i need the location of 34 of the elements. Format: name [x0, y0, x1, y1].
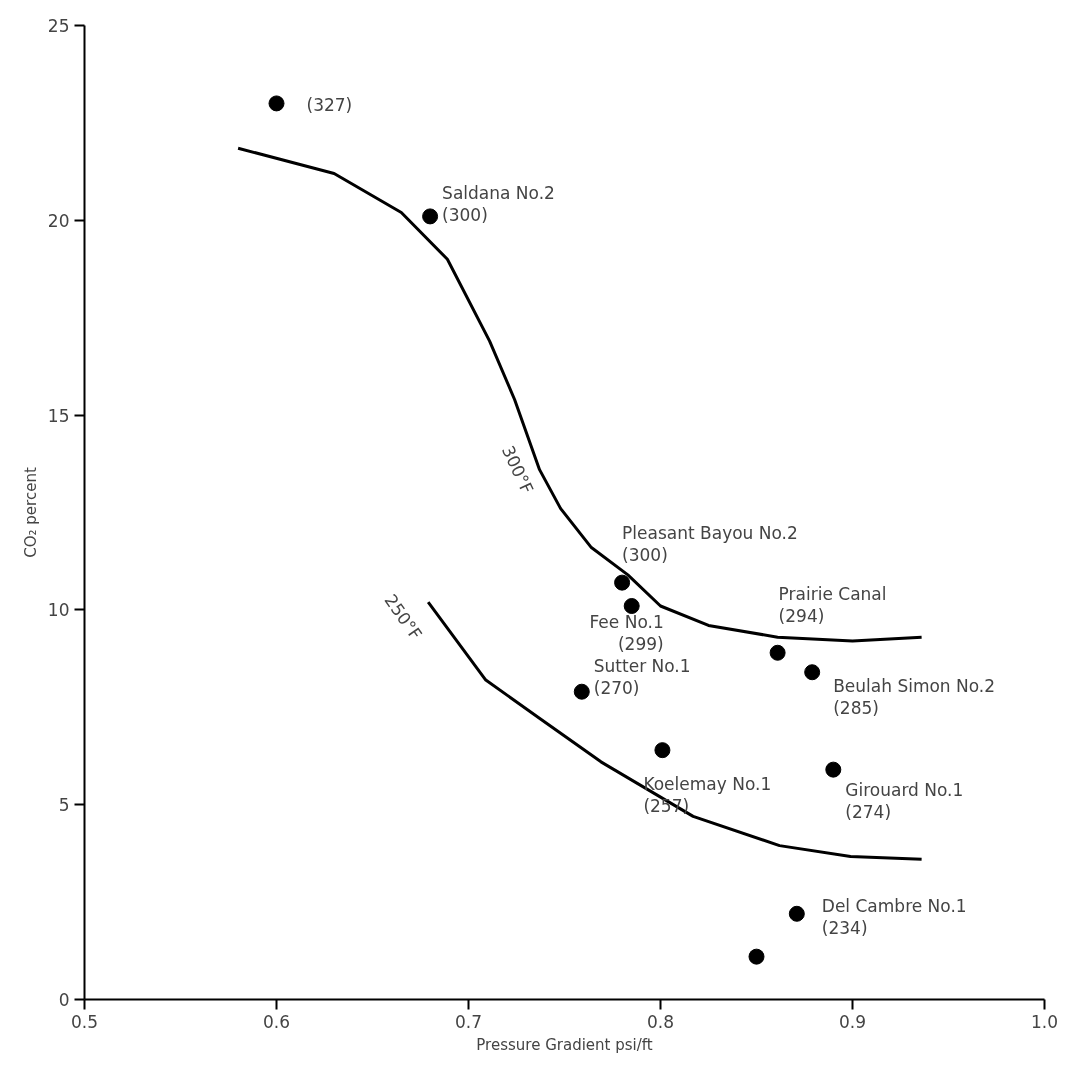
y-tick-label: 10	[47, 600, 70, 621]
annotation: Saldana No.2 (300)	[442, 183, 555, 226]
y-tick-label: 25	[47, 16, 70, 36]
x-tick-label: 0.7	[454, 1011, 483, 1032]
annotation: Girouard No.1 (274)	[845, 779, 964, 822]
point	[422, 208, 439, 225]
y-tick-label: 0	[58, 990, 70, 1010]
point	[788, 905, 805, 922]
x-tick-label: 0.5	[70, 1011, 99, 1032]
x-tick-label: 0.6	[262, 1011, 291, 1032]
x-axis-title: Pressure Gradient psi/ft	[476, 1035, 653, 1054]
y-tick-label: 5	[58, 795, 70, 816]
point	[748, 948, 765, 965]
point	[804, 664, 821, 681]
point	[825, 761, 842, 778]
y-tick-label: 20	[47, 210, 70, 231]
point	[623, 598, 640, 614]
y-tick-label: 15	[47, 405, 70, 426]
annotation: Prairie Canal (294)	[778, 583, 887, 626]
x-tick-label: 0.9	[838, 1011, 867, 1032]
x-tick-label: 1.0	[1030, 1011, 1059, 1032]
y-axis-title: CO₂ percent	[21, 467, 40, 558]
annotation: Del Cambre No.1 (234)	[821, 895, 967, 938]
x-tick-label: 0.8	[646, 1011, 675, 1032]
annotation: Beulah Simon No.2 (285)	[833, 676, 996, 719]
point	[614, 574, 631, 591]
point	[268, 95, 285, 112]
point	[654, 742, 671, 759]
annotation: Fee No.1 (299)	[589, 612, 664, 654]
annotation: (327)	[306, 95, 353, 116]
point	[769, 644, 786, 661]
annotation: Sutter No.1 (270)	[593, 655, 691, 698]
point	[573, 683, 590, 700]
annotation: Pleasant Bayou No.2 (300)	[622, 522, 798, 565]
